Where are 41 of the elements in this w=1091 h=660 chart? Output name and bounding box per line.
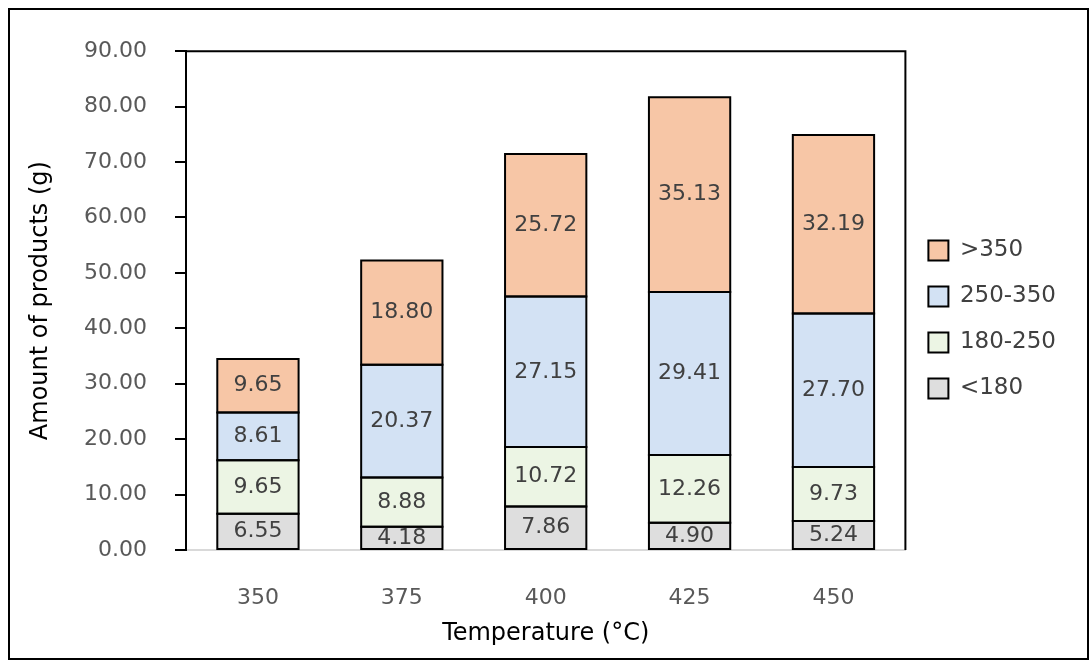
y-axis-title: Amount of products (g) xyxy=(24,161,53,441)
legend-label: 250-350 xyxy=(959,281,1057,308)
y-tick-label: 70.00 xyxy=(84,147,147,173)
y-tick-label: 0.00 xyxy=(98,535,147,561)
data-label: 4.18 xyxy=(377,523,427,549)
data-label: 8.61 xyxy=(233,422,283,448)
y-tick-label: 20.00 xyxy=(84,424,147,450)
y-tick-label: 60.00 xyxy=(84,203,147,229)
data-label: 10.72 xyxy=(514,462,578,488)
x-tick-label: 450 xyxy=(812,583,855,609)
data-label: 8.88 xyxy=(377,487,427,513)
data-label: 5.24 xyxy=(808,520,858,546)
data-label: 9.65 xyxy=(233,371,283,397)
data-label: 9.65 xyxy=(233,472,283,498)
x-tick-label: 425 xyxy=(668,583,711,609)
legend-label: >350 xyxy=(959,235,1024,262)
data-label: 20.37 xyxy=(370,406,434,432)
y-tick-label: 30.00 xyxy=(84,369,147,395)
x-tick-label: 350 xyxy=(236,583,279,609)
y-tick-label: 50.00 xyxy=(84,258,147,284)
legend-label: <180 xyxy=(959,373,1024,400)
y-tick-label: 90.00 xyxy=(84,36,147,62)
legend-label: 180-250 xyxy=(959,327,1057,354)
data-label: 32.19 xyxy=(801,210,865,236)
data-label: 9.73 xyxy=(808,479,858,505)
data-label: 4.90 xyxy=(665,521,715,547)
data-label: 27.70 xyxy=(801,375,865,401)
data-label: 35.13 xyxy=(658,180,722,206)
data-label: 12.26 xyxy=(658,474,722,500)
y-tick-label: 80.00 xyxy=(84,92,147,118)
x-tick-label: 375 xyxy=(380,583,423,609)
data-label: 18.80 xyxy=(370,298,434,324)
data-label: 29.41 xyxy=(658,359,722,385)
data-label: 27.15 xyxy=(514,357,578,383)
x-axis-title: Temperature (°C) xyxy=(441,617,650,646)
data-label: 7.86 xyxy=(521,513,571,539)
data-label: 6.55 xyxy=(233,517,283,543)
y-tick-label: 10.00 xyxy=(84,480,147,506)
data-label: 25.72 xyxy=(514,211,578,236)
y-tick-label: 40.00 xyxy=(84,314,147,340)
x-tick-label: 400 xyxy=(524,583,567,609)
